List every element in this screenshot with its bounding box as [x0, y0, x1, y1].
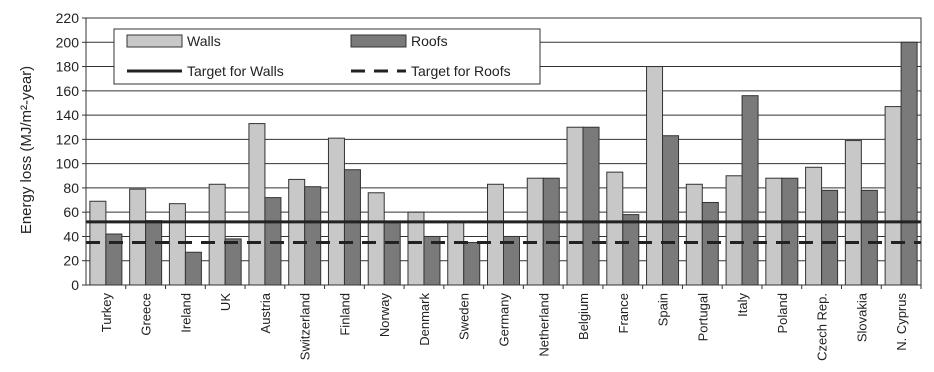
bar-walls-netherland	[526, 177, 544, 286]
x-tick-label: Spain	[656, 293, 671, 326]
bar-walls-switzerland	[288, 178, 306, 286]
x-tick-label: Germany	[497, 293, 512, 347]
bar-walls-slovakia	[844, 140, 862, 286]
x-tick-label: N. Cyprus	[894, 293, 909, 351]
x-tick-label: Czech Rep.	[815, 293, 830, 361]
x-tick-label: UK	[218, 293, 233, 311]
y-tick-label: 120	[56, 131, 80, 147]
x-tick-label: Greece	[139, 293, 154, 336]
target-lines	[86, 220, 921, 245]
x-tick-label: Norway	[377, 293, 392, 338]
y-tick-label: 40	[63, 228, 79, 244]
x-tick-label: Portugal	[695, 293, 710, 342]
bar-roofs-slovakia	[860, 189, 878, 286]
axes	[82, 17, 922, 289]
bar-roofs-greece	[145, 220, 163, 286]
bar-roofs-belgium	[582, 126, 600, 286]
bar-walls-france	[606, 171, 624, 286]
bar-roofs-uk	[224, 238, 242, 286]
bar-walls-belgium	[566, 126, 584, 286]
bar-walls-greece	[129, 188, 147, 286]
x-tick-label: Sweden	[457, 293, 472, 340]
bar-walls-poland	[765, 177, 783, 286]
bar-walls-italy	[725, 175, 743, 286]
bar-walls-norway	[367, 192, 385, 286]
bar-roofs-sweden	[463, 242, 481, 286]
legend-label: Target for Roofs	[411, 63, 511, 79]
bar-walls-spain	[646, 66, 664, 286]
bar-roofs-netherland	[542, 177, 560, 286]
plot-frame	[85, 17, 922, 286]
y-tick-label: 200	[56, 34, 80, 50]
bar-walls-uk	[208, 183, 226, 286]
x-tick-label: Austria	[258, 292, 273, 333]
bar-walls-ireland	[168, 203, 186, 286]
x-tick-label: Poland	[775, 293, 790, 333]
x-tick-label: Finland	[337, 293, 352, 336]
x-tick-labels: Turkey Greece Ireland UK Austria Switzerland F…	[99, 292, 909, 361]
legend: Walls Roofs Target for Walls Target for Roo…	[113, 28, 541, 85]
x-tick-label: Slovakia	[854, 292, 869, 342]
bar-roofs-france	[622, 214, 640, 286]
x-tick-label: Netherland	[536, 293, 551, 357]
bar-roofs-switzerland	[304, 186, 322, 286]
bar-roofs-czech-rep-	[821, 189, 839, 286]
y-tick-label: 140	[56, 107, 80, 123]
legend-box	[113, 28, 541, 85]
bar-walls-portugal	[685, 183, 703, 286]
bar-roofs-ireland	[184, 251, 202, 286]
bar-roofs-norway	[383, 221, 401, 286]
x-tick-label: France	[616, 293, 631, 333]
x-tick-label: Denmark	[417, 293, 432, 346]
legend-label: Walls	[187, 33, 221, 49]
bar-walls-austria	[248, 123, 266, 286]
x-tick-label: Belgium	[576, 293, 591, 340]
bar-walls-n-cyprus	[884, 106, 902, 286]
y-axis-label: Energy loss (MJ/m²-year)	[18, 66, 35, 234]
bar-walls-finland	[327, 137, 345, 286]
x-tick-label: Italy	[735, 293, 750, 317]
y-tick-label: 220	[56, 10, 80, 26]
bar-roofs-italy	[741, 95, 759, 286]
y-tick-label: 20	[63, 253, 79, 269]
y-tick-label: 160	[56, 83, 80, 99]
legend-swatch	[350, 34, 407, 48]
y-tick-label: 80	[63, 180, 79, 196]
legend-label: Target for Walls	[187, 63, 284, 79]
y-tick-label: 0	[71, 277, 79, 293]
y-tick-label: 180	[56, 59, 80, 75]
y-tick-label: 60	[63, 204, 79, 220]
x-tick-label: Switzerland	[298, 293, 313, 360]
bar-walls-germany	[487, 183, 504, 286]
bar-roofs-finland	[343, 169, 361, 286]
legend-swatch	[126, 34, 183, 48]
y-tick-label: 100	[56, 156, 80, 172]
bar-roofs-poland	[781, 177, 799, 286]
y-tick-labels: 0 20 40 60 80 100 120 140 160 180 200 220	[56, 10, 80, 293]
bar-roofs-spain	[662, 135, 680, 286]
legend-label: Roofs	[411, 33, 448, 49]
bar-walls-sweden	[447, 221, 465, 286]
x-tick-label: Turkey	[99, 293, 114, 333]
bar-walls-czech-rep-	[805, 166, 823, 286]
bar-roofs-n-cyprus	[900, 41, 918, 286]
x-tick-label: Ireland	[178, 293, 193, 333]
